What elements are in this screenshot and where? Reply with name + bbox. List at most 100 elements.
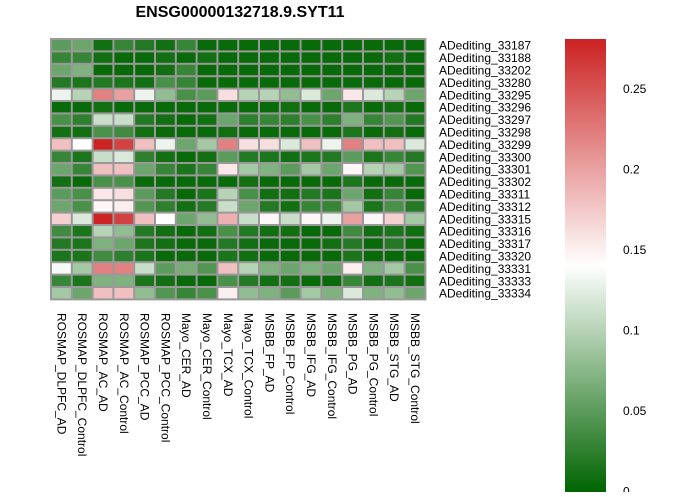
heatmap-cell (176, 188, 196, 200)
heatmap-cell (322, 275, 342, 286)
heatmap-cell (322, 139, 342, 150)
heatmap-cell (260, 151, 279, 162)
row-label: ADediting_33296 (439, 101, 531, 115)
heatmap-cell (322, 126, 342, 138)
heatmap-cell (72, 64, 92, 76)
heatmap-cell (176, 250, 196, 262)
heatmap-cell (280, 89, 300, 100)
heatmap-cell (218, 77, 238, 88)
heatmap-cell (301, 238, 321, 249)
column-label: MSBB_PG_Control (366, 313, 380, 416)
column-label: Mayo_TCX_AD (221, 313, 235, 397)
column-label: MSBB_FP_Control (283, 313, 297, 414)
heatmap-cell (384, 188, 404, 200)
heatmap-cell (218, 139, 238, 150)
heatmap-cell (176, 52, 196, 63)
heatmap-cell (405, 139, 425, 150)
heatmap-cell (114, 52, 134, 63)
heatmap-cell (72, 114, 92, 125)
heatmap-cell (93, 275, 113, 286)
heatmap-cell (135, 40, 154, 51)
heatmap-cell (343, 226, 362, 237)
heatmap-cell (280, 52, 300, 63)
heatmap-cell (197, 151, 217, 162)
heatmap-cell (72, 213, 92, 224)
heatmap-cell (197, 139, 217, 150)
heatmap-cell (72, 176, 92, 187)
heatmap-cell (343, 263, 362, 274)
row-label: ADediting_33297 (439, 113, 531, 127)
row-label: ADediting_33299 (439, 138, 531, 152)
heatmap-cell (135, 77, 154, 88)
heatmap-cell (156, 77, 175, 88)
heatmap-cell (176, 126, 196, 138)
heatmap-cell (405, 164, 425, 175)
heatmap-cell (301, 188, 321, 200)
heatmap-cells (52, 40, 425, 299)
heatmap-cell (114, 176, 134, 187)
heatmap-cell (93, 139, 113, 150)
heatmap-cell (260, 213, 279, 224)
heatmap-cell (239, 176, 258, 187)
heatmap-cell (52, 250, 71, 262)
heatmap-cell (364, 275, 383, 286)
heatmap-cell (156, 114, 175, 125)
heatmap-cell (343, 188, 362, 200)
heatmap-cell (218, 188, 238, 200)
heatmap-cell (114, 288, 134, 299)
heatmap-cell (176, 176, 196, 187)
heatmap-cell (322, 52, 342, 63)
heatmap-cell (135, 64, 154, 76)
heatmap-cell (322, 102, 342, 113)
column-label: MSBB_IFG_AD (304, 313, 318, 397)
heatmap-cell (218, 288, 238, 299)
heatmap-cell (135, 275, 154, 286)
heatmap-cell (364, 263, 383, 274)
chart-title: ENSG00000132718.9.SYT11 (135, 4, 344, 21)
heatmap-cell (135, 226, 154, 237)
heatmap-cell (72, 275, 92, 286)
heatmap-cell (260, 40, 279, 51)
heatmap-cell (197, 89, 217, 100)
column-label: ROSMAP_AC_AD (96, 313, 110, 412)
heatmap-cell (218, 52, 238, 63)
heatmap-cell (135, 102, 154, 113)
heatmap-cell (405, 288, 425, 299)
heatmap-cell (239, 102, 258, 113)
heatmap-cell (405, 213, 425, 224)
heatmap-cell (93, 126, 113, 138)
heatmap-cell (322, 164, 342, 175)
heatmap-cell (280, 176, 300, 187)
heatmap-cell (384, 151, 404, 162)
legend-tick-label: 0.1 (623, 324, 640, 338)
heatmap-cell (343, 213, 362, 224)
row-label: ADediting_33320 (439, 250, 531, 264)
heatmap-cell (114, 201, 134, 212)
column-label: ROSMAP_PCC_Control (158, 313, 172, 442)
heatmap-cell (156, 89, 175, 100)
heatmap-grid-background (50, 38, 427, 301)
heatmap-cell (114, 164, 134, 175)
heatmap-cell (52, 64, 71, 76)
heatmap-cell (93, 238, 113, 249)
column-label: ROSMAP_AC_Control (117, 313, 131, 434)
heatmap-cell (218, 126, 238, 138)
column-label: MSBB_IFG_Control (325, 313, 339, 419)
row-label: ADediting_33311 (439, 188, 531, 202)
heatmap-cell (156, 275, 175, 286)
heatmap-cell (93, 176, 113, 187)
heatmap-cell (384, 126, 404, 138)
heatmap-cell (384, 139, 404, 150)
heatmap-cell (114, 226, 134, 237)
heatmap-cell (114, 126, 134, 138)
heatmap-cell (52, 126, 71, 138)
heatmap-cell (364, 164, 383, 175)
heatmap-cell (176, 263, 196, 274)
heatmap-cell (72, 77, 92, 88)
heatmap-cell (197, 102, 217, 113)
heatmap-cell (301, 201, 321, 212)
heatmap-cell (52, 176, 71, 187)
heatmap-cell (301, 226, 321, 237)
heatmap-cell (197, 188, 217, 200)
heatmap-cell (364, 213, 383, 224)
